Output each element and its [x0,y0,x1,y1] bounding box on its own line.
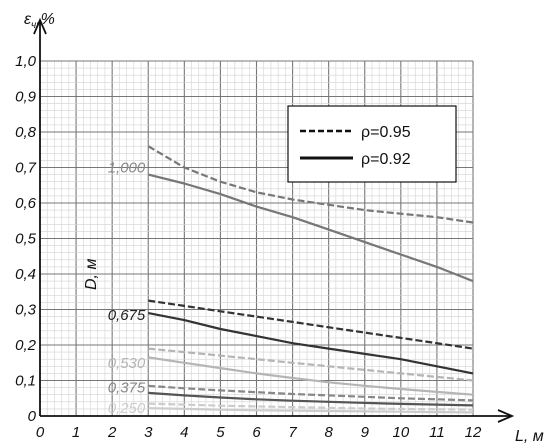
y-tick-label: 0 [28,408,37,425]
legend-label-dashed: ρ=0.95 [361,124,411,141]
y-axis-label-symbol: ε [24,11,32,28]
y-tick-label: 0,3 [15,302,37,319]
legend: ρ=0.95 ρ=0.92 [287,105,457,183]
diameter-labels: 1,000 0,675 0,530 0,375 0,250 [108,160,146,418]
x-tick-label: 2 [107,424,117,441]
y-axis-label-unit: ,% [36,11,55,28]
y-axis-arrow [33,17,47,35]
x-tick-label: 9 [361,424,370,441]
y-tick-label: 1,0 [15,53,37,70]
x-tick-label: 5 [216,424,225,441]
y-axis-label: εч,% [24,11,55,31]
series-line-1-dashed [147,145,474,224]
y-tick-label: 0,2 [15,337,37,354]
axes [33,17,515,423]
x-tick-label: 0 [36,424,45,441]
x-axis-arrow [497,409,515,423]
diameter-label-1: 1,000 [108,160,146,177]
y-tick-label: 0,4 [15,266,36,283]
diameter-label-3: 0,530 [108,355,146,372]
x-axis-label: L, м [515,428,544,443]
x-tick-label: 4 [180,424,188,441]
x-tick-label: 3 [144,424,153,441]
legend-label-solid: ρ=0.92 [361,151,411,168]
x-tick-label: 1 [72,424,80,441]
y-tick-label: 0,9 [15,89,37,106]
series-line-5-dashed [148,347,474,382]
svg-text:εч,%: εч,% [24,11,55,31]
x-tick-label: 11 [429,424,445,441]
series-lines [147,145,474,414]
inner-label-diameter: D, м [83,259,100,290]
diameter-label-5: 0,250 [108,400,146,417]
x-tick-label: 7 [288,424,297,441]
x-tick-label: 8 [324,424,333,441]
y-tick-label: 0,8 [15,124,37,141]
x-tick-label: 6 [252,424,261,441]
y-tick-label: 0,7 [15,160,37,177]
y-tick-label: 0,6 [15,195,37,212]
x-tick-label: 10 [392,424,409,441]
series-line-4-solid [148,312,474,375]
diameter-label-4: 0,375 [108,380,146,397]
diameter-label-2: 0,675 [108,307,146,324]
legend-box [287,105,457,183]
y-tick-label: 0,1 [15,373,36,390]
series-line-6-solid [148,356,474,396]
y-axis-label-sub: ч [31,20,36,31]
series-line-7-dashed [148,384,474,402]
y-tick-label: 0,5 [15,231,37,248]
series-line-8-solid [148,391,474,407]
series-line-10-solid [148,407,474,414]
x-tick-label: 12 [465,424,482,441]
tick-labels: 0 1 2 3 4 5 6 7 8 9 10 11 1200,10,20,30,40,50,60,70,… [15,53,482,441]
series-line-2-solid [148,173,474,283]
series-line-9-dashed [148,402,474,411]
series-line-3-dashed [148,299,474,350]
